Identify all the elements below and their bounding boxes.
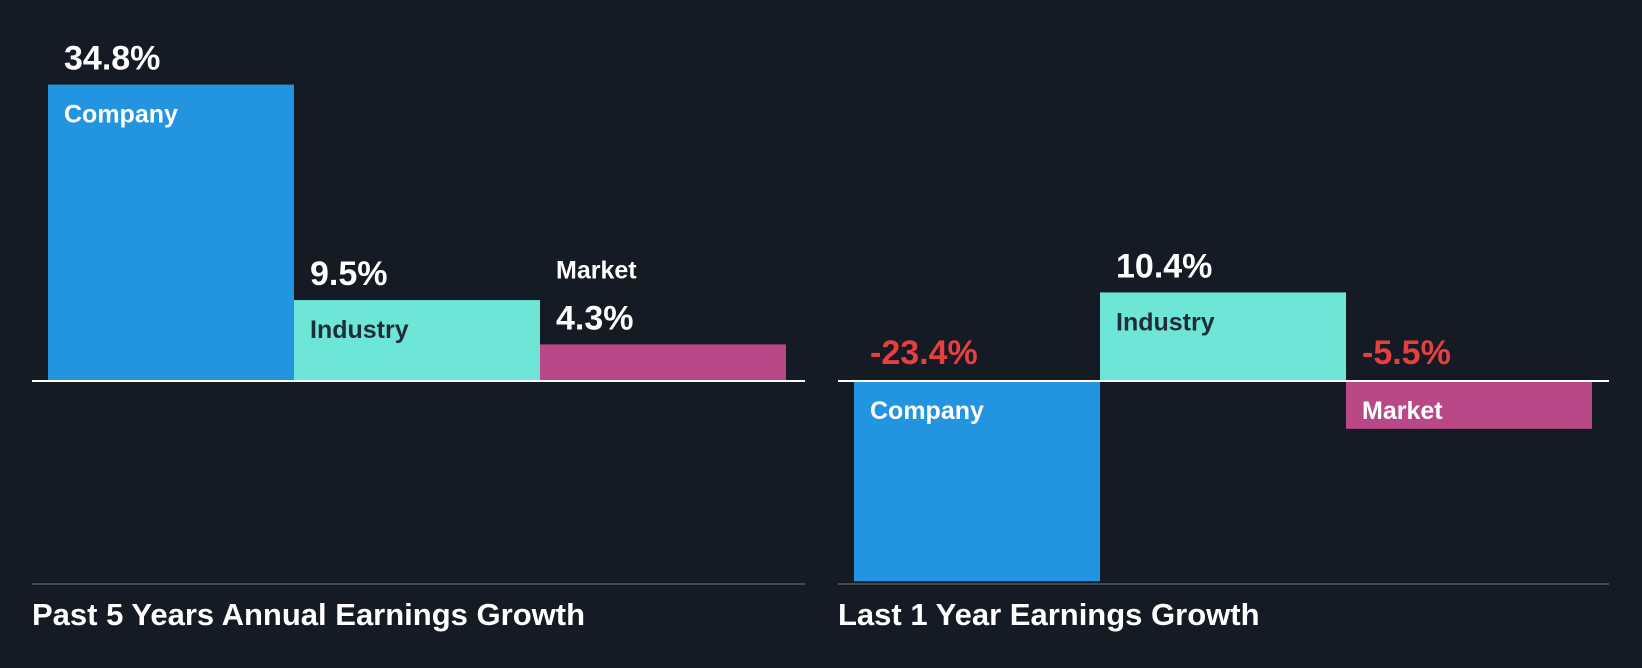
company-bar <box>48 84 294 381</box>
company-bar <box>854 382 1100 582</box>
industry-value-label: 10.4% <box>1116 247 1212 285</box>
chart-title: Last 1 Year Earnings Growth <box>838 597 1260 632</box>
industry-bar <box>1100 292 1346 381</box>
chart-panel-1: 34.8% Company 9.5% Industry 4.3% Market Past 5… <box>32 40 805 632</box>
company-category-label: Company <box>64 101 178 129</box>
market-bar <box>540 344 786 381</box>
market-bar <box>1346 382 1592 429</box>
industry-value-label: 9.5% <box>310 255 388 293</box>
company-value-label: -23.4% <box>870 334 978 372</box>
industry-category-label: Industry <box>310 316 409 344</box>
market-category-label: Market <box>556 256 637 284</box>
chart-panel-2: -23.4% Company 10.4% Industry -5.5% Market Las… <box>838 247 1609 632</box>
market-category-label: Market <box>1362 397 1443 425</box>
industry-category-label: Industry <box>1116 308 1215 336</box>
company-value-label: 34.8% <box>64 40 160 78</box>
company-category-label: Company <box>870 397 984 425</box>
industry-bar <box>294 300 540 381</box>
chart-title: Past 5 Years Annual Earnings Growth <box>32 597 585 632</box>
market-value-label: -5.5% <box>1362 334 1451 372</box>
market-value-label: 4.3% <box>556 299 634 337</box>
